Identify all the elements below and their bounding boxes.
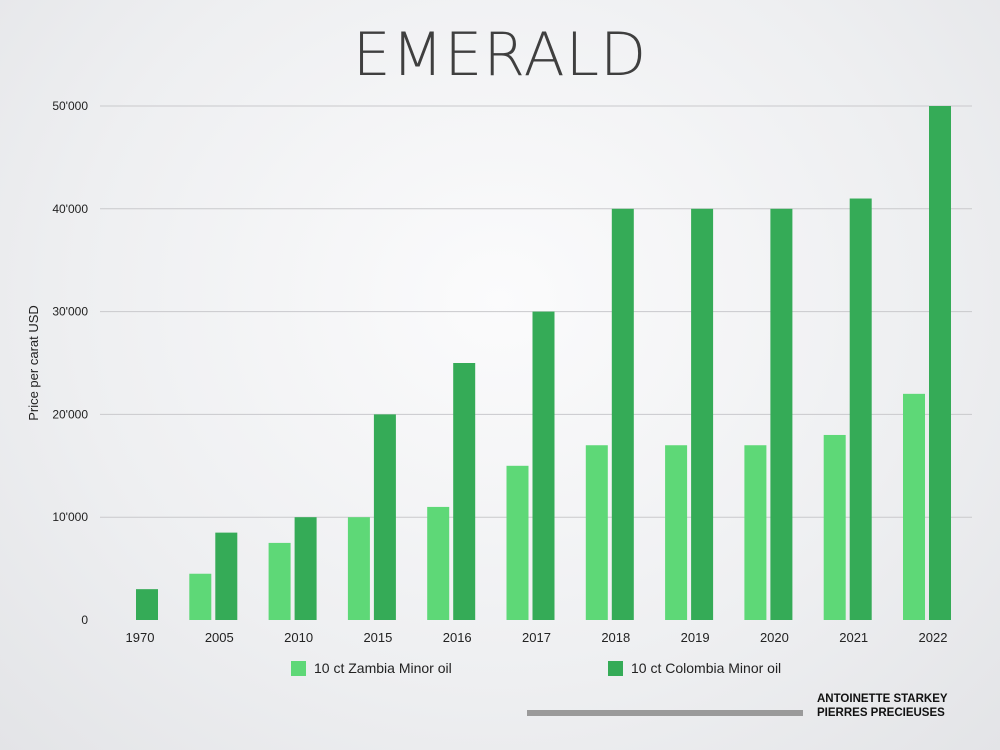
bar-zambia-2021 bbox=[823, 434, 846, 620]
x-tick-label: 1970 bbox=[126, 630, 155, 645]
y-tick-label: 50'000 bbox=[52, 99, 88, 113]
legend: 10 ct Zambia Minor oil 10 ct Colombia Min… bbox=[291, 660, 781, 676]
brand-underline bbox=[527, 710, 803, 716]
bar-zambia-2017 bbox=[506, 465, 529, 620]
bar-zambia-2015 bbox=[347, 517, 370, 620]
x-tick-label: 2016 bbox=[443, 630, 472, 645]
legend-label: 10 ct Colombia Minor oil bbox=[631, 660, 781, 676]
x-axis-ticks: 1970 2005 2010 2015 2016 2017 2018 2019 2020 2021… bbox=[126, 630, 948, 645]
y-tick-label: 10'000 bbox=[52, 510, 88, 524]
legend-label: 10 ct Zambia Minor oil bbox=[314, 660, 452, 676]
x-tick-label: 2015 bbox=[363, 630, 392, 645]
brand-name: ANTOINETTE STARKEY bbox=[817, 693, 948, 705]
y-tick-label: 0 bbox=[81, 613, 88, 627]
bar-zambia-2016 bbox=[427, 506, 450, 620]
bar-zambia-2005 bbox=[189, 573, 212, 620]
x-tick-label: 2021 bbox=[839, 630, 868, 645]
legend-swatch bbox=[291, 661, 306, 676]
bar-colombia-2010 bbox=[294, 517, 317, 620]
bar-zambia-2022 bbox=[903, 393, 925, 620]
bar-zambia-2018 bbox=[585, 445, 608, 620]
x-tick-label: 2017 bbox=[522, 630, 551, 645]
y-tick-label: 40'000 bbox=[52, 202, 88, 216]
y-axis-label: Price per carat USD bbox=[26, 305, 41, 421]
brand-subtitle: PIERRES PRECIEUSES bbox=[817, 707, 945, 719]
bar-zambia-2020 bbox=[744, 445, 767, 620]
x-tick-label: 2005 bbox=[205, 630, 234, 645]
y-tick-label: 30'000 bbox=[52, 305, 88, 319]
x-tick-label: 2010 bbox=[284, 630, 313, 645]
bar-zambia-2019 bbox=[665, 445, 688, 620]
bar-colombia-2020 bbox=[770, 208, 793, 621]
bar-colombia-1970 bbox=[136, 589, 158, 620]
bar-colombia-2019 bbox=[691, 208, 714, 621]
y-axis-ticks: 0 10'000 20'000 30'000 40'000 50'000 bbox=[52, 99, 88, 627]
page-title: EMERALD bbox=[352, 20, 648, 90]
bar-colombia-2015 bbox=[373, 414, 396, 620]
legend-swatch bbox=[608, 661, 623, 676]
bar-colombia-2022 bbox=[929, 106, 951, 620]
bar-colombia-2016 bbox=[453, 363, 476, 620]
x-tick-label: 2020 bbox=[760, 630, 789, 645]
x-tick-label: 2019 bbox=[681, 630, 710, 645]
bar-colombia-2017 bbox=[532, 311, 555, 620]
y-tick-label: 20'000 bbox=[52, 407, 88, 421]
bar-zambia-2010 bbox=[268, 542, 291, 620]
bar-colombia-2005 bbox=[215, 532, 238, 620]
brand-block: ANTOINETTE STARKEY PIERRES PRECIEUSES bbox=[817, 692, 948, 720]
bars bbox=[136, 106, 951, 621]
x-tick-label: 2022 bbox=[919, 630, 948, 645]
bar-colombia-2018 bbox=[611, 208, 634, 621]
bar-colombia-2021 bbox=[849, 198, 872, 620]
x-tick-label: 2018 bbox=[601, 630, 630, 645]
